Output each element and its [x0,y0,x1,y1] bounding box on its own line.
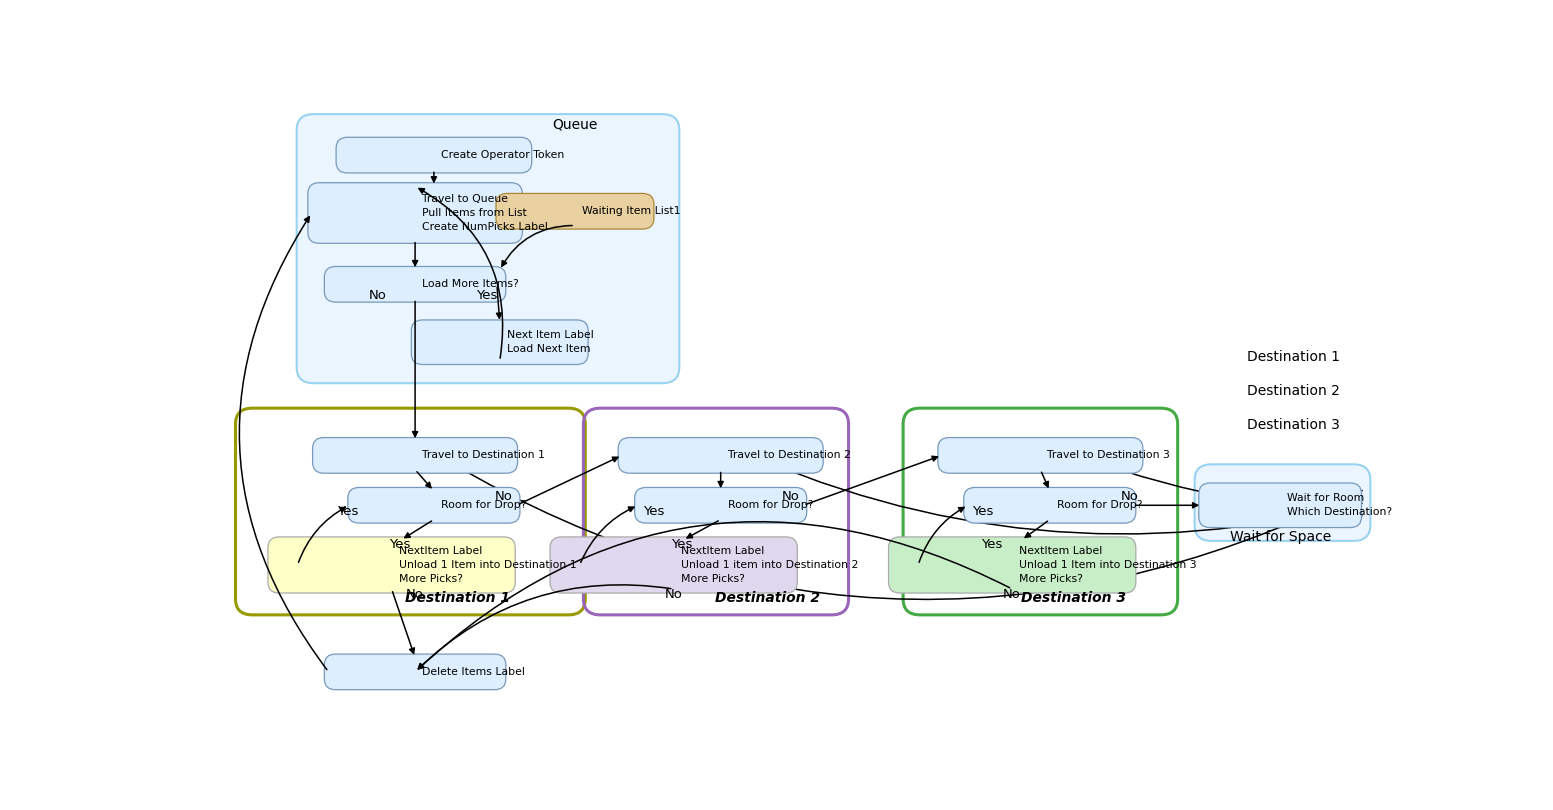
FancyBboxPatch shape [325,654,506,689]
FancyBboxPatch shape [412,320,589,364]
FancyBboxPatch shape [312,437,517,473]
FancyBboxPatch shape [964,488,1135,523]
Text: No: No [370,288,387,301]
Text: Yes: Yes [671,538,693,551]
Text: Waiting Item List1: Waiting Item List1 [575,207,680,216]
Text: NextItem Label
  Unload 1 item into Destination 2
  More Picks?: NextItem Label Unload 1 item into Destin… [674,546,859,584]
FancyBboxPatch shape [635,488,806,523]
FancyBboxPatch shape [297,114,679,383]
Text: Room for Drop?: Room for Drop? [721,501,814,510]
Text: Travel to Queue
  Pull Items from List
  Create NumPicks Label: Travel to Queue Pull Items from List Cre… [415,194,548,232]
Text: Yes: Yes [643,505,665,518]
Text: Destination 1: Destination 1 [1247,351,1340,365]
Text: Room for Drop?: Room for Drop? [433,501,526,510]
Text: Yes: Yes [388,538,410,551]
Text: No: No [1120,490,1138,503]
FancyBboxPatch shape [938,437,1143,473]
FancyBboxPatch shape [550,537,797,593]
FancyBboxPatch shape [348,488,520,523]
Text: Delete Items Label: Delete Items Label [415,667,525,677]
Text: Destination 1: Destination 1 [405,591,509,605]
Text: Yes: Yes [972,505,994,518]
Text: Queue: Queue [553,117,598,131]
Text: Wait for Space: Wait for Space [1230,531,1331,544]
Text: No: No [665,588,683,601]
Text: Wait for Room
  Which Destination?: Wait for Room Which Destination? [1280,493,1393,518]
Text: No: No [407,588,424,601]
Text: Destination 2: Destination 2 [1247,384,1340,399]
Text: Load More Items?: Load More Items? [415,279,519,289]
Text: Create Operator Token: Create Operator Token [433,150,564,160]
FancyBboxPatch shape [325,266,506,302]
FancyBboxPatch shape [1194,464,1370,541]
Text: Destination 3: Destination 3 [1247,418,1340,432]
Text: Travel to Destination 3: Travel to Destination 3 [1041,450,1171,460]
Text: No: No [495,490,512,503]
Text: Yes: Yes [337,505,359,518]
Text: Yes: Yes [981,538,1003,551]
Text: Travel to Destination 2: Travel to Destination 2 [721,450,851,460]
Text: Destination 2: Destination 2 [716,591,820,605]
FancyBboxPatch shape [618,437,823,473]
FancyBboxPatch shape [495,194,654,229]
Text: Destination 3: Destination 3 [1020,591,1126,605]
Text: NextItem Label
  Unload 1 Item into Destination 3
  More Picks?: NextItem Label Unload 1 Item into Destin… [1013,546,1197,584]
FancyBboxPatch shape [269,537,516,593]
FancyBboxPatch shape [1199,483,1362,527]
Text: Yes: Yes [477,288,497,301]
Text: No: No [1003,588,1022,601]
Text: NextItem Label
  Unload 1 Item into Destination 1
  More Picks?: NextItem Label Unload 1 Item into Destin… [391,546,576,584]
FancyBboxPatch shape [888,537,1135,593]
Text: Next Item Label
  Load Next Item: Next Item Label Load Next Item [500,330,593,354]
Text: Room for Drop?: Room for Drop? [1050,501,1143,510]
Text: No: No [781,490,800,503]
Text: Travel to Destination 1: Travel to Destination 1 [415,450,545,460]
FancyBboxPatch shape [307,183,522,243]
FancyBboxPatch shape [335,137,531,173]
